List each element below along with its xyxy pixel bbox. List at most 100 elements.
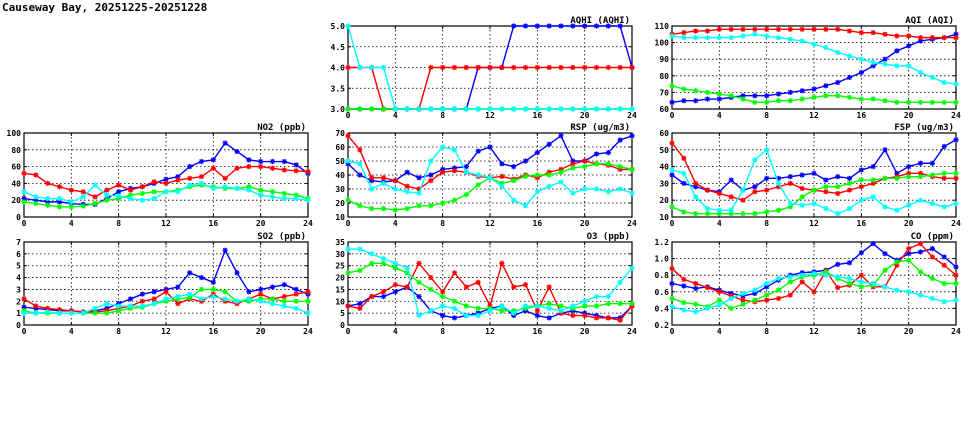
data-point — [357, 147, 363, 153]
data-point — [953, 264, 959, 270]
data-point — [380, 175, 387, 181]
data-point — [463, 169, 469, 175]
data-point — [787, 89, 793, 95]
data-point — [941, 175, 947, 181]
data-point — [380, 293, 387, 300]
data-point — [906, 251, 912, 257]
data-point — [882, 98, 888, 104]
y-tick-label: 110 — [655, 22, 670, 31]
data-point — [499, 106, 505, 112]
data-point — [858, 272, 864, 278]
data-point — [764, 280, 770, 287]
data-point — [546, 141, 552, 147]
data-point — [151, 189, 157, 195]
data-point — [582, 186, 588, 192]
data-point — [281, 190, 287, 197]
data-point — [210, 293, 216, 300]
data-point — [392, 178, 398, 184]
data-point — [175, 293, 181, 300]
data-point — [882, 61, 888, 67]
data-point — [835, 211, 841, 217]
data-point — [629, 106, 635, 112]
x-tick-label: 8 — [116, 219, 121, 228]
data-point — [740, 211, 746, 217]
series-0 — [669, 31, 959, 105]
y-tick-label: 80 — [659, 72, 669, 81]
data-point — [811, 41, 817, 47]
data-point — [269, 194, 276, 200]
data-point — [570, 23, 576, 29]
data-point — [68, 199, 74, 205]
data-point — [499, 64, 505, 71]
data-point — [222, 175, 228, 181]
data-point — [605, 64, 611, 71]
x-tick-label: 20 — [580, 111, 590, 120]
series-3 — [21, 180, 311, 205]
data-point — [681, 155, 687, 161]
data-point — [92, 200, 98, 207]
data-point — [716, 91, 722, 97]
y-tick-label: 25 — [335, 262, 345, 271]
data-point — [799, 96, 805, 102]
data-point — [882, 267, 888, 273]
data-point — [858, 177, 864, 183]
data-point — [187, 270, 193, 276]
data-point — [764, 33, 770, 39]
data-point — [404, 183, 410, 189]
data-point — [428, 308, 434, 314]
data-point — [21, 170, 27, 176]
data-point — [546, 315, 552, 321]
data-point — [222, 140, 228, 146]
y-tick-label: 40 — [11, 179, 21, 188]
data-point — [440, 200, 446, 206]
data-point — [605, 161, 611, 167]
data-point — [846, 74, 853, 81]
data-point — [846, 28, 853, 34]
data-point — [894, 63, 900, 69]
y-tick-label: 20 — [335, 199, 345, 208]
data-point — [475, 106, 481, 112]
y-tick-label: 30 — [335, 250, 345, 259]
data-point — [546, 305, 552, 311]
chart-co: 0 4 8 12 16 20 24 0.2 0.4 0.6 0.8 1.0 1.2 CO (ppm) — [655, 232, 961, 336]
data-point — [345, 133, 351, 139]
data-point — [811, 270, 817, 277]
data-point — [894, 48, 900, 54]
chart-title: O3 (ppb) — [587, 232, 630, 242]
data-point — [669, 83, 675, 89]
data-point — [858, 184, 864, 190]
data-point — [428, 106, 434, 112]
data-point — [534, 308, 540, 314]
data-point — [357, 161, 363, 167]
chart-aqi: 0 4 8 12 16 20 24 60 70 80 90 100 110 AQI (AQI) — [655, 16, 961, 120]
data-point — [558, 106, 564, 112]
x-tick-label: 12 — [485, 111, 495, 120]
data-point — [593, 293, 600, 300]
data-point — [681, 209, 687, 215]
data-point — [269, 284, 276, 290]
data-point — [187, 164, 193, 170]
data-point — [269, 165, 276, 171]
data-point — [882, 204, 888, 210]
data-point — [787, 204, 793, 210]
series-0 — [21, 247, 311, 315]
data-point — [56, 204, 63, 210]
x-tick-label: 24 — [951, 327, 961, 336]
data-point — [104, 187, 110, 193]
data-point — [704, 206, 711, 212]
y-tick-label: 70 — [659, 88, 669, 97]
data-point — [835, 93, 841, 99]
x-tick-label: 12 — [485, 327, 495, 336]
data-point — [605, 106, 611, 112]
y-tick-label: 90 — [659, 55, 669, 64]
data-point — [68, 310, 74, 316]
data-point — [92, 182, 98, 188]
series-3 — [21, 291, 311, 316]
data-point — [787, 180, 793, 186]
data-point — [440, 144, 446, 150]
data-point — [534, 189, 540, 195]
data-point — [534, 23, 540, 29]
data-point — [941, 280, 947, 287]
data-point — [740, 26, 746, 32]
